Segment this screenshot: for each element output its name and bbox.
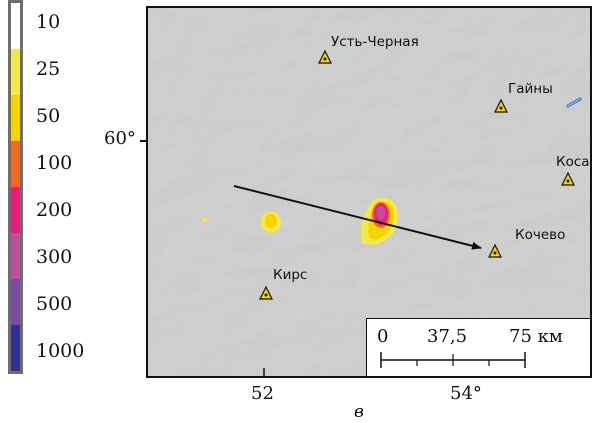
blob-small-west [202,217,208,223]
settlement-marker-kochevo [488,243,502,258]
settlement-marker-ust-chernaya [318,49,332,64]
lake-icon-fill [567,98,581,107]
latitude-tick [140,140,147,142]
place-label-gainy: Гайны [508,81,553,97]
legend-swatch-10 [11,3,20,49]
longitude-label-54: 54° [450,383,482,404]
blob-west-inner [265,214,277,228]
map-canvas [148,8,590,376]
trajectory-arrow [233,185,482,250]
concentration-field [202,197,399,245]
legend-swatch-1000 [11,325,20,371]
longitude-label-52: 52 [251,383,274,404]
legend-label-25: 25 [36,58,61,80]
legend-label-1000: 1000 [36,340,85,362]
settlement-marker-kosa [561,171,575,186]
scale-bar-box: 0 37,5 75 км [366,318,590,376]
settlement-marker-gainy [494,98,508,113]
terrain-shading [148,8,590,376]
scale-bar-ruler [380,352,526,368]
scale-label-75-km: 75 км [509,326,563,347]
settlement-marker-kirs [259,285,273,300]
legend-label-300: 300 [36,246,73,268]
legend-label-200: 200 [36,199,73,221]
place-label-kosa: Коса [556,154,590,170]
place-label-kirs: Кирс [273,267,308,283]
legend-swatch-50 [11,95,20,141]
place-label-ust-chernaya: Усть-Черная [331,34,419,50]
scale-label-37-5: 37,5 [427,326,468,347]
legend-swatch-25 [11,49,20,95]
legend-swatch-200 [11,187,20,233]
legend-label-50: 50 [36,105,61,127]
legend-label-10: 10 [36,11,61,33]
map-frame: Усть-Черная Гайны Коса Кочево Кирс 0 37,… [146,6,592,378]
panel-letter: в [354,402,364,422]
legend-swatch-100 [11,141,20,187]
legend-swatch-500 [11,279,20,325]
scale-label-0: 0 [377,326,389,347]
legend-label-500: 500 [36,293,73,315]
color-legend-bar [8,0,23,374]
blob-central-300 [376,206,386,220]
legend-label-100: 100 [36,152,73,174]
legend-swatch-300 [11,233,20,279]
latitude-label: 60° [104,128,136,149]
place-label-kochevo: Кочево [515,227,566,243]
